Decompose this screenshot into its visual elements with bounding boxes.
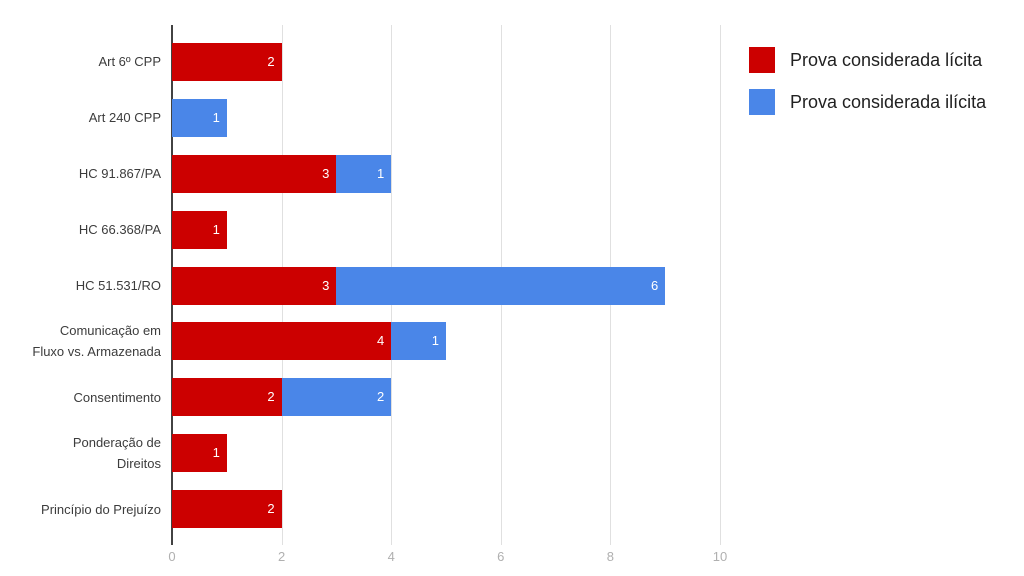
gridline-x10 [720,25,721,545]
bar-segment-ilicita[interactable]: 2 [281,378,392,417]
value-label: 2 [376,389,385,405]
x-axis-tick-label-10: 10 [712,549,728,564]
category-label: Consentimento [73,389,161,405]
category-label: Comunicação em Fluxo vs. Armazenada [32,323,161,360]
category-label: Art 240 CPP [88,110,161,126]
bar-row: 1 [172,425,732,481]
legend-item-licita[interactable]: Prova considerada lícita [749,47,986,73]
bar-segment-licita[interactable]: 2 [172,42,282,81]
category-label: HC 51.531/RO [75,278,161,293]
x-axis-tick-label-2: 2 [277,549,286,564]
bar-segment-licita[interactable]: 4 [172,322,392,361]
bar-segment-licita[interactable]: 2 [172,378,282,417]
value-label: 2 [267,501,275,517]
stacked-bar: 2 [172,490,282,529]
x-axis-tick-label-0: 0 [168,549,176,564]
legend: Prova considerada lícita Prova considera… [749,47,986,115]
legend-swatch-licita [749,47,775,73]
bar-row: 1 [172,202,732,258]
bar-segment-ilicita[interactable]: 1 [391,322,446,361]
category-row: HC 66.368/PA [0,202,172,258]
stacked-bar: 1 [172,434,227,473]
stacked-bar: 1 [172,210,227,249]
bar-segment-ilicita[interactable]: 6 [336,266,666,305]
category-row: Princípio do Prejuízo [0,481,172,537]
bar-row: 1 [172,90,732,146]
value-label: 2 [267,389,275,405]
bar-segment-licita[interactable]: 2 [172,490,282,529]
category-label: HC 66.368/PA [78,222,161,238]
value-label: 3 [322,165,330,181]
value-label: 1 [212,109,220,125]
category-row: Ponderação de Direitos [0,425,172,481]
bar-row: 2 [172,34,732,90]
bar-row: 2 [172,481,732,537]
category-row: HC 91.867/PA [0,146,172,202]
bar-segment-licita[interactable]: 1 [172,210,227,249]
stacked-bar: 1 [172,98,227,137]
legend-label-ilicita: Prova considerada ilícita [790,92,987,112]
x-axis-tick-label-8: 8 [606,549,615,564]
bar-segment-ilicita[interactable]: 1 [336,154,392,193]
value-label: 4 [376,333,385,349]
bar-segment-ilicita[interactable]: 1 [172,98,227,137]
bar-segment-licita[interactable]: 1 [172,434,227,473]
bar-segment-licita[interactable]: 3 [172,154,337,193]
legend-label-licita: Prova considerada lícita [790,50,983,70]
x-axis-tick-label-6: 6 [497,549,505,564]
x-axis-tick-label-4: 4 [387,549,395,564]
legend-swatch-ilicita [749,89,775,115]
bar-segment-licita[interactable]: 3 [172,266,337,305]
value-label: 3 [322,277,330,293]
category-row: Consentimento [0,369,172,425]
category-label: Ponderação de Direitos [72,435,161,472]
value-label: 2 [267,53,275,69]
value-label: 1 [212,221,220,237]
category-label: Princípio do Prejuízo [41,501,161,517]
category-row: Comunicação em Fluxo vs. Armazenada [0,313,172,369]
value-label: 6 [650,277,659,293]
value-label: 1 [212,445,220,461]
value-label: 1 [376,165,385,181]
category-axis-labels: Art 6º CPP Art 240 CPP HC 91.867/PA HC 66.3… [0,34,172,537]
category-label: Art 6º CPP [98,54,161,70]
category-label: HC 91.867/PA [78,166,161,182]
stacked-bar: 2 [172,42,282,81]
legend-item-ilicita[interactable]: Prova considerada ilícita [749,89,986,115]
category-row: HC 51.531/RO [0,258,172,314]
category-row: Art 240 CPP [0,90,172,146]
value-label: 1 [431,333,439,349]
category-row: Art 6º CPP [0,34,172,90]
